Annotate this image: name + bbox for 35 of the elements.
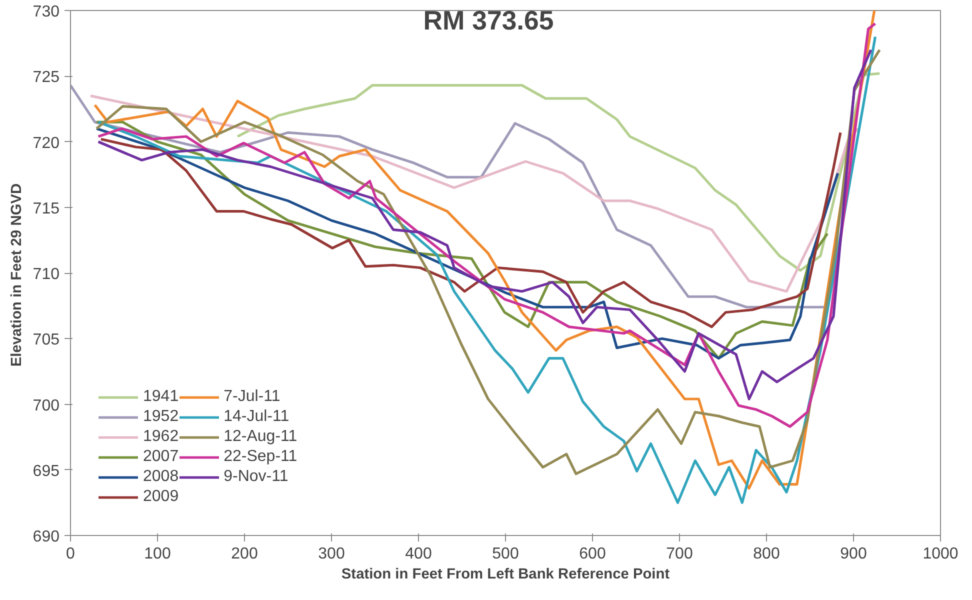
y-tick-label: 715 xyxy=(32,200,60,218)
y-tick-label: 725 xyxy=(32,69,60,86)
x-tick-label: 700 xyxy=(666,546,693,562)
x-tick-label: 1000 xyxy=(922,546,958,562)
x-tick-label: 500 xyxy=(492,546,519,562)
y-tick-label: 720 xyxy=(32,134,60,152)
y-tick-label: 705 xyxy=(32,332,60,349)
x-tick-label: 900 xyxy=(840,546,867,562)
legend-label: 2009 xyxy=(143,488,179,506)
y-tick-label: 710 xyxy=(32,266,60,283)
y-tick-label: 730 xyxy=(32,4,60,20)
legend-label: 1941 xyxy=(143,388,179,406)
legend-label: 2007 xyxy=(143,448,179,466)
legend-label: 7-Jul-11 xyxy=(224,388,280,406)
legend-label: 12-Aug-11 xyxy=(224,428,298,446)
y-axis-title: Elevation in Feet 29 NGVD xyxy=(8,183,25,367)
x-tick-label: 300 xyxy=(318,546,345,562)
x-tick-label: 400 xyxy=(405,546,432,562)
x-tick-label: 600 xyxy=(579,546,606,562)
x-tick-label: 100 xyxy=(144,546,171,562)
legend-label: 14-Jul-11 xyxy=(224,408,290,426)
y-tick-label: 690 xyxy=(32,528,60,546)
legend-label: 9-Nov-11 xyxy=(224,468,288,486)
x-tick-label: 200 xyxy=(231,546,258,562)
legend-label: 2008 xyxy=(143,468,179,486)
y-tick-label: 700 xyxy=(32,397,60,414)
x-tick-label: 0 xyxy=(66,546,76,562)
x-axis-title: Station in Feet From Left Bank Reference Point xyxy=(341,566,670,582)
x-tick-label: 800 xyxy=(753,546,780,562)
line-series xyxy=(100,131,842,328)
chart-title: RM 373.65 xyxy=(423,6,554,36)
y-tick-label: 695 xyxy=(32,462,60,480)
legend-label: 22-Sep-11 xyxy=(224,448,298,466)
legend-label: 1962 xyxy=(143,428,179,446)
legend-label: 1952 xyxy=(143,408,179,426)
